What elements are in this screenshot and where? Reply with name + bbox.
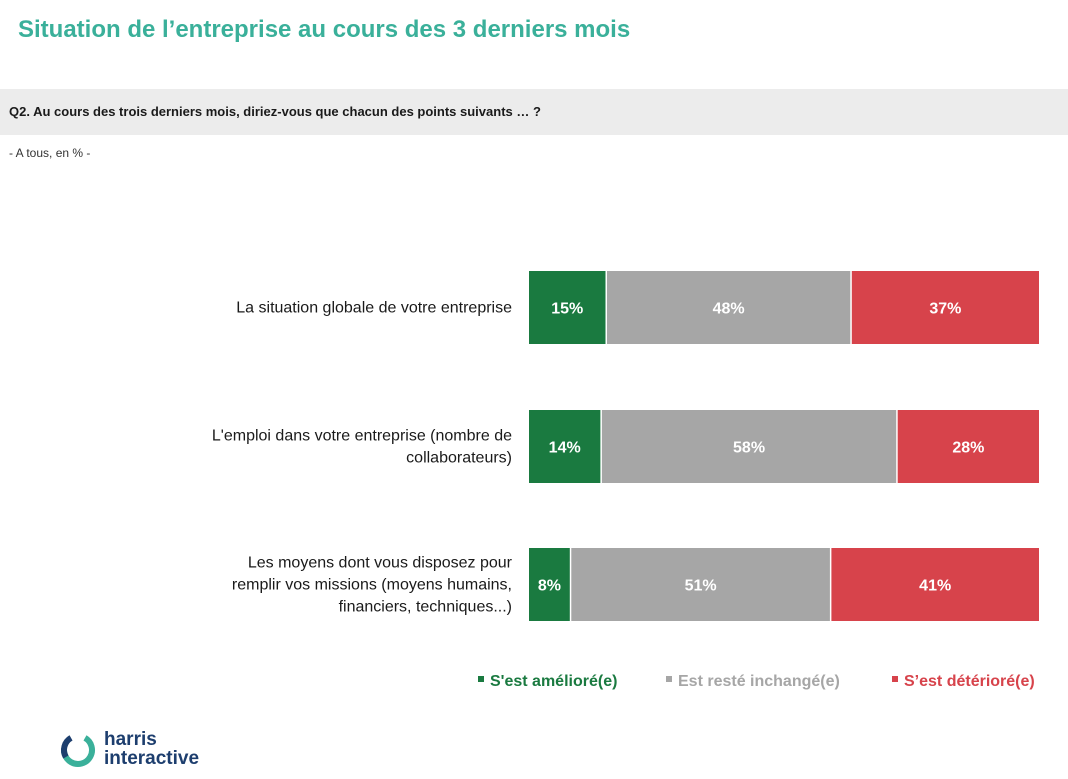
legend-swatch xyxy=(478,676,484,682)
data-label: 28% xyxy=(952,440,984,457)
data-label: 15% xyxy=(551,301,583,318)
category-label: L'emploi dans votre entreprise (nombre d… xyxy=(212,428,512,445)
category-label: financiers, techniques...) xyxy=(339,599,512,616)
question-bar: Q2. Au cours des trois derniers mois, di… xyxy=(0,89,1068,135)
legend-label: S’est détérioré(e) xyxy=(904,673,1035,690)
legend-label: S'est amélioré(e) xyxy=(490,673,617,690)
harris-interactive-logo: harris interactive xyxy=(58,730,218,770)
bar-segment xyxy=(851,271,1039,344)
legend-swatch xyxy=(892,676,898,682)
bar-segment xyxy=(529,548,570,621)
data-label: 8% xyxy=(538,578,561,595)
data-label: 41% xyxy=(919,578,951,595)
bar-segment xyxy=(529,271,606,344)
data-label: 51% xyxy=(685,578,717,595)
category-label: La situation globale de votre entreprise xyxy=(236,300,512,317)
page-title: Situation de l’entreprise au cours des 3… xyxy=(18,16,631,43)
bar-segment xyxy=(897,410,1039,483)
logo-ring-icon xyxy=(61,733,95,767)
data-label: 37% xyxy=(929,301,961,318)
legend-label: Est resté inchangé(e) xyxy=(678,673,840,690)
category-label: remplir vos missions (moyens humains, xyxy=(232,577,512,594)
bar-segment xyxy=(601,410,897,483)
category-label: Les moyens dont vous disposez pour xyxy=(248,555,513,572)
data-label: 58% xyxy=(733,440,765,457)
bar-segment xyxy=(607,271,851,344)
question-text: Q2. Au cours des trois derniers mois, di… xyxy=(9,104,541,119)
logo-line-1: harris xyxy=(104,729,157,750)
category-label: collaborateurs) xyxy=(406,450,512,467)
bar-segment xyxy=(831,548,1039,621)
bar-segment xyxy=(529,410,601,483)
bar-segment xyxy=(571,548,830,621)
base-note: - A tous, en % - xyxy=(9,146,91,160)
data-label: 48% xyxy=(713,301,745,318)
data-label: 14% xyxy=(549,440,581,457)
legend-swatch xyxy=(666,676,672,682)
logo-text: harris interactive xyxy=(104,730,199,768)
logo-line-2: interactive xyxy=(104,748,200,769)
